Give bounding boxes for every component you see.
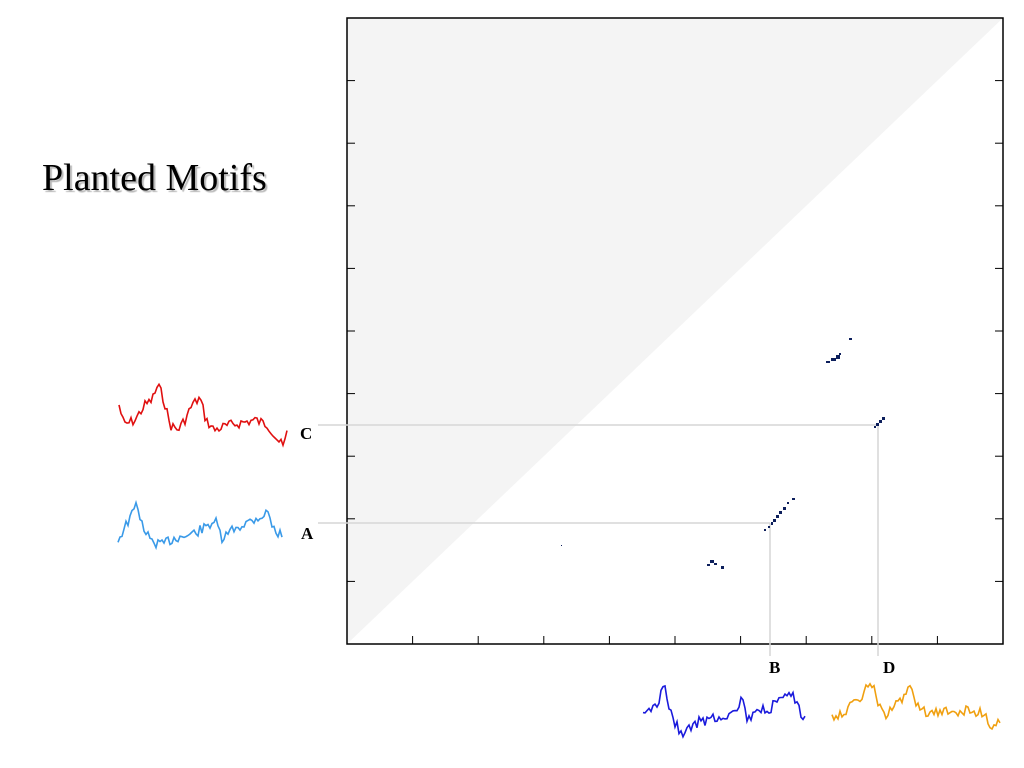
match-mark	[826, 361, 830, 363]
motif-c-waveform	[118, 382, 288, 448]
match-mark	[710, 560, 714, 563]
label-b: B	[769, 658, 780, 677]
match-mark	[831, 358, 836, 361]
match-mark	[879, 420, 882, 423]
bottom-ticks	[412, 636, 938, 644]
match-mark	[874, 426, 876, 428]
match-mark	[721, 566, 724, 569]
match-mark	[839, 353, 841, 355]
match-mark	[779, 511, 782, 514]
right-ticks	[347, 80, 1003, 582]
match-mark	[849, 338, 852, 340]
match-mark	[768, 526, 770, 528]
match-mark	[882, 417, 885, 420]
label-d: D	[883, 658, 895, 677]
match-mark	[787, 502, 789, 504]
label-a: A	[301, 524, 314, 543]
shaded-triangle	[347, 18, 1003, 644]
match-mark	[707, 564, 710, 566]
match-marks	[561, 338, 885, 569]
match-mark	[773, 519, 776, 522]
match-mark	[714, 563, 717, 565]
label-c: C	[300, 424, 312, 443]
motif-a-waveform	[117, 499, 283, 551]
motif-b-waveform	[642, 684, 806, 739]
match-mark	[792, 498, 795, 500]
match-mark	[836, 355, 840, 359]
diagram-title: Planted Motifs	[42, 157, 267, 199]
match-mark	[561, 545, 562, 546]
match-mark	[776, 515, 779, 518]
match-mark	[876, 423, 879, 426]
match-mark	[764, 529, 766, 531]
match-mark	[771, 522, 773, 525]
match-mark	[783, 507, 786, 510]
motif-d-waveform	[831, 682, 1001, 731]
